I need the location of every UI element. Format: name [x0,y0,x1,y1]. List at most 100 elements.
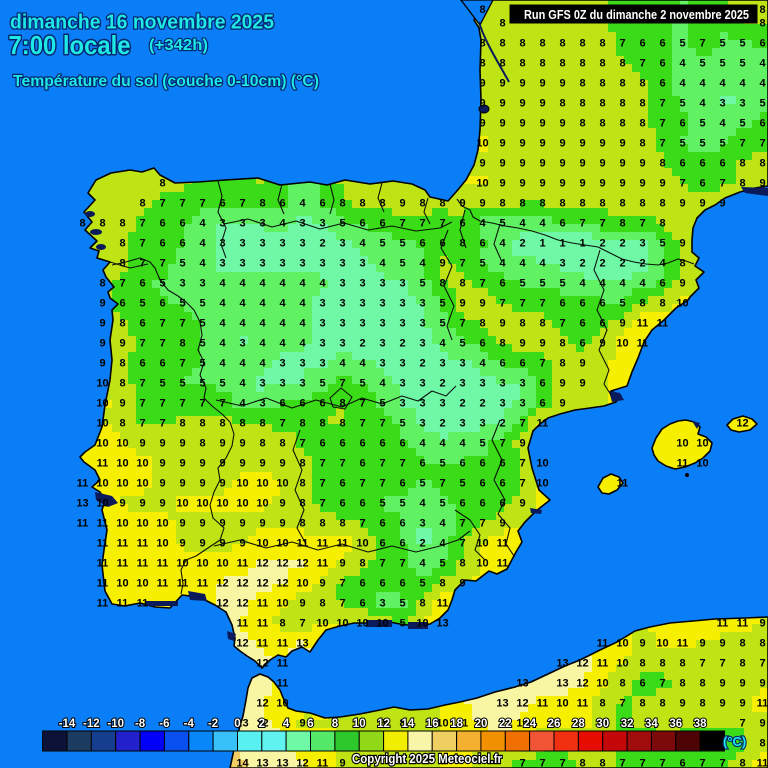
svg-text:7: 7 [339,598,345,610]
svg-text:9: 9 [499,78,505,90]
svg-text:3: 3 [379,338,385,350]
svg-text:5: 5 [319,378,325,390]
svg-text:9: 9 [279,458,285,470]
svg-text:7: 7 [439,478,445,490]
svg-text:8: 8 [199,418,205,430]
svg-text:12: 12 [256,718,268,730]
svg-text:4: 4 [379,378,386,390]
svg-text:8: 8 [119,238,125,250]
svg-text:9: 9 [579,138,585,150]
svg-text:6: 6 [579,318,585,330]
svg-text:10: 10 [196,558,208,570]
svg-text:9: 9 [519,98,525,110]
svg-text:4: 4 [339,358,346,370]
svg-text:7: 7 [419,218,425,230]
svg-text:4: 4 [219,338,226,350]
svg-text:7: 7 [399,558,405,570]
svg-text:8: 8 [279,618,285,630]
svg-text:6: 6 [479,238,485,250]
svg-text:8: 8 [599,198,605,210]
svg-text:7: 7 [539,758,545,768]
svg-text:12: 12 [296,758,308,768]
svg-text:3: 3 [379,298,385,310]
svg-text:8: 8 [519,58,525,70]
svg-text:8: 8 [479,318,485,330]
svg-text:7: 7 [519,418,525,430]
svg-text:11: 11 [257,618,269,630]
svg-text:8: 8 [739,658,745,670]
svg-text:9: 9 [559,378,565,390]
svg-text:10: 10 [376,618,388,630]
svg-text:9: 9 [679,238,685,250]
svg-text:6: 6 [559,298,565,310]
svg-text:10: 10 [616,658,628,670]
svg-text:6: 6 [759,118,765,130]
svg-text:6: 6 [319,198,325,210]
svg-text:11: 11 [97,578,109,590]
svg-text:4: 4 [219,358,226,370]
svg-text:1: 1 [539,238,545,250]
svg-text:3: 3 [399,318,405,330]
svg-text:8: 8 [339,418,345,430]
svg-text:5: 5 [419,478,425,490]
svg-text:9: 9 [479,198,485,210]
svg-text:5: 5 [419,578,425,590]
svg-text:8: 8 [619,58,625,70]
svg-text:8: 8 [679,258,685,270]
svg-text:9: 9 [199,458,205,470]
svg-text:2: 2 [579,258,585,270]
svg-text:3: 3 [639,238,645,250]
svg-text:3: 3 [319,298,325,310]
svg-text:10: 10 [236,498,248,510]
svg-text:9: 9 [499,138,505,150]
svg-text:3: 3 [319,338,325,350]
svg-text:3: 3 [219,238,225,250]
svg-text:10: 10 [656,638,668,650]
svg-text:12: 12 [276,558,288,570]
svg-text:7: 7 [579,218,585,230]
svg-text:11: 11 [717,618,729,630]
svg-text:4: 4 [299,198,306,210]
svg-text:8: 8 [599,758,605,768]
svg-text:7: 7 [199,198,205,210]
svg-text:6: 6 [719,158,725,170]
svg-text:7: 7 [319,478,325,490]
svg-text:3: 3 [399,298,405,310]
svg-text:5: 5 [199,338,205,350]
svg-text:3: 3 [239,218,245,230]
svg-text:7: 7 [659,758,665,768]
svg-text:9: 9 [159,458,165,470]
svg-text:9: 9 [519,118,525,130]
svg-text:11: 11 [637,318,649,330]
svg-text:9: 9 [179,518,185,530]
svg-text:11: 11 [757,758,768,768]
svg-text:0: 0 [234,718,240,730]
svg-text:4: 4 [219,298,226,310]
svg-text:3: 3 [259,238,265,250]
svg-text:-4: -4 [184,718,195,730]
svg-text:7: 7 [559,318,565,330]
svg-text:1: 1 [579,238,585,250]
svg-text:4: 4 [519,218,526,230]
svg-text:11: 11 [677,638,689,650]
svg-text:10: 10 [96,418,108,430]
svg-text:8: 8 [659,698,665,710]
svg-text:6: 6 [699,178,705,190]
svg-text:5: 5 [179,258,185,270]
svg-text:5: 5 [459,338,465,350]
svg-text:10: 10 [156,538,168,550]
svg-text:9: 9 [219,518,225,530]
svg-text:9: 9 [219,478,225,490]
svg-text:8: 8 [359,198,365,210]
svg-text:Run GFS 0Z du dimanche 2 novem: Run GFS 0Z du dimanche 2 novembre 2025 [524,8,749,22]
svg-text:3: 3 [739,98,745,110]
svg-text:5: 5 [559,278,565,290]
svg-text:11: 11 [637,338,649,350]
svg-text:7: 7 [159,398,165,410]
svg-text:-2: -2 [208,718,218,730]
svg-text:8: 8 [619,218,625,230]
svg-text:5: 5 [439,298,445,310]
svg-text:8: 8 [699,698,705,710]
svg-text:1: 1 [559,238,565,250]
svg-text:11: 11 [97,558,109,570]
